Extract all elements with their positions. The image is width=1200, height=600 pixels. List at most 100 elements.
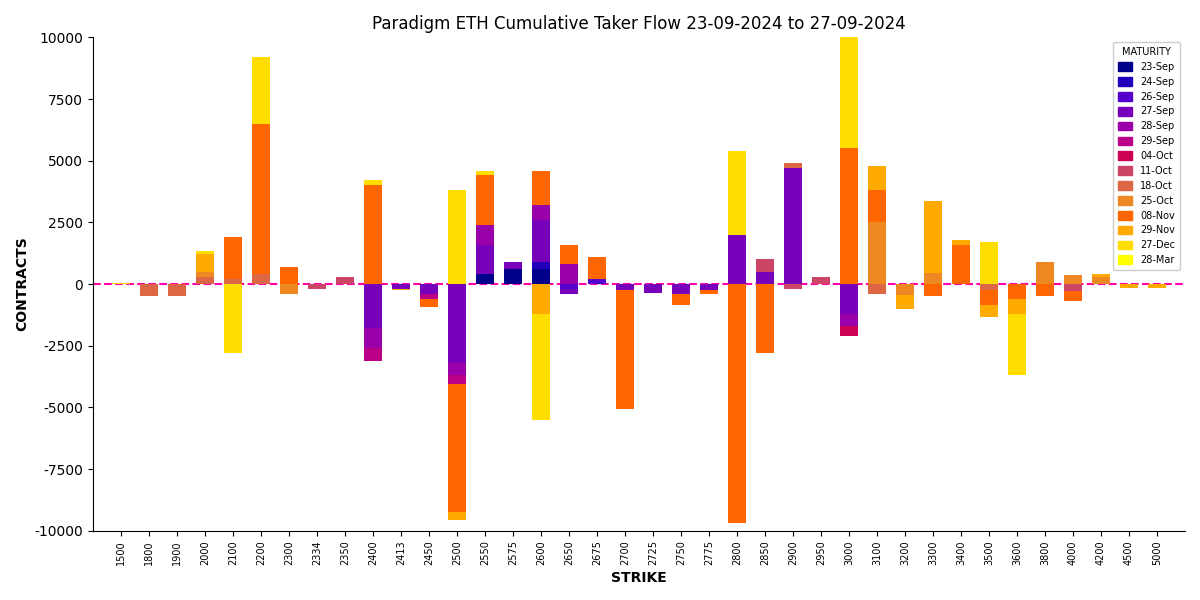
Bar bbox=[364, 185, 382, 284]
Bar bbox=[364, 348, 382, 361]
Bar bbox=[392, 289, 410, 290]
Bar bbox=[1092, 277, 1110, 284]
Bar bbox=[1008, 314, 1026, 376]
Bar bbox=[840, 314, 858, 326]
Bar bbox=[448, 384, 466, 512]
Bar bbox=[420, 299, 438, 307]
Bar bbox=[896, 284, 914, 295]
Bar bbox=[756, 259, 774, 272]
Bar bbox=[952, 239, 970, 245]
Bar bbox=[560, 245, 578, 264]
Title: Paradigm ETH Cumulative Taker Flow 23-09-2024 to 27-09-2024: Paradigm ETH Cumulative Taker Flow 23-09… bbox=[372, 15, 906, 33]
Bar bbox=[868, 223, 886, 284]
Bar bbox=[140, 284, 158, 296]
Y-axis label: CONTRACTS: CONTRACTS bbox=[14, 236, 29, 331]
Bar bbox=[588, 257, 606, 279]
Bar bbox=[476, 274, 494, 284]
Bar bbox=[924, 202, 942, 273]
Bar bbox=[308, 284, 326, 289]
Bar bbox=[196, 277, 214, 284]
Bar bbox=[784, 168, 802, 284]
Bar bbox=[840, 326, 858, 336]
Bar bbox=[784, 163, 802, 168]
Bar bbox=[448, 512, 466, 520]
Bar bbox=[644, 284, 662, 293]
Bar bbox=[756, 284, 774, 353]
Bar bbox=[476, 175, 494, 225]
Bar bbox=[532, 170, 550, 205]
Bar bbox=[448, 190, 466, 284]
Bar bbox=[448, 376, 466, 384]
Bar bbox=[700, 284, 718, 290]
Bar bbox=[1036, 262, 1054, 284]
Bar bbox=[280, 267, 298, 284]
Bar bbox=[840, 284, 858, 314]
Bar bbox=[1092, 274, 1110, 277]
Bar bbox=[448, 284, 466, 363]
Bar bbox=[112, 283, 130, 284]
Bar bbox=[1148, 284, 1166, 288]
Legend: 23-Sep, 24-Sep, 26-Sep, 27-Sep, 28-Sep, 29-Sep, 04-Oct, 11-Oct, 18-Oct, 25-Oct, : 23-Sep, 24-Sep, 26-Sep, 27-Sep, 28-Sep, … bbox=[1114, 42, 1180, 270]
Bar bbox=[756, 272, 774, 284]
Bar bbox=[476, 245, 494, 274]
Bar bbox=[560, 284, 578, 289]
Bar bbox=[1064, 275, 1082, 284]
Bar bbox=[924, 284, 942, 296]
Bar bbox=[392, 284, 410, 289]
Bar bbox=[924, 273, 942, 284]
Bar bbox=[840, 148, 858, 284]
Bar bbox=[252, 124, 270, 274]
Bar bbox=[196, 251, 214, 254]
X-axis label: STRIKE: STRIKE bbox=[611, 571, 667, 585]
Bar bbox=[532, 220, 550, 262]
Bar bbox=[1008, 284, 1026, 299]
Bar bbox=[728, 235, 746, 284]
Bar bbox=[700, 290, 718, 294]
Bar bbox=[840, 0, 858, 148]
Bar bbox=[672, 294, 690, 305]
Bar bbox=[420, 294, 438, 299]
Bar bbox=[868, 190, 886, 223]
Bar bbox=[980, 284, 998, 290]
Bar bbox=[364, 181, 382, 185]
Bar bbox=[448, 363, 466, 376]
Bar bbox=[504, 269, 522, 284]
Bar bbox=[224, 279, 242, 284]
Bar bbox=[1036, 284, 1054, 296]
Bar bbox=[672, 284, 690, 294]
Bar bbox=[616, 284, 634, 290]
Bar bbox=[616, 290, 634, 409]
Bar bbox=[560, 264, 578, 284]
Bar bbox=[980, 305, 998, 317]
Bar bbox=[532, 314, 550, 420]
Bar bbox=[280, 284, 298, 294]
Bar bbox=[1008, 299, 1026, 314]
Bar bbox=[588, 279, 606, 284]
Bar bbox=[784, 284, 802, 289]
Bar bbox=[420, 284, 438, 294]
Bar bbox=[532, 269, 550, 284]
Bar bbox=[728, 151, 746, 235]
Bar bbox=[252, 274, 270, 284]
Bar bbox=[196, 254, 214, 272]
Bar bbox=[224, 237, 242, 279]
Bar bbox=[868, 284, 886, 294]
Bar bbox=[868, 166, 886, 190]
Bar bbox=[196, 272, 214, 277]
Bar bbox=[364, 328, 382, 348]
Bar bbox=[532, 262, 550, 269]
Bar bbox=[980, 242, 998, 284]
Bar bbox=[364, 284, 382, 328]
Bar bbox=[476, 170, 494, 175]
Bar bbox=[560, 289, 578, 294]
Bar bbox=[728, 284, 746, 523]
Bar bbox=[476, 225, 494, 245]
Bar bbox=[812, 277, 830, 284]
Bar bbox=[980, 290, 998, 305]
Bar bbox=[952, 245, 970, 284]
Bar bbox=[532, 205, 550, 220]
Bar bbox=[336, 277, 354, 284]
Bar bbox=[1064, 292, 1082, 301]
Bar bbox=[896, 295, 914, 308]
Bar bbox=[252, 57, 270, 124]
